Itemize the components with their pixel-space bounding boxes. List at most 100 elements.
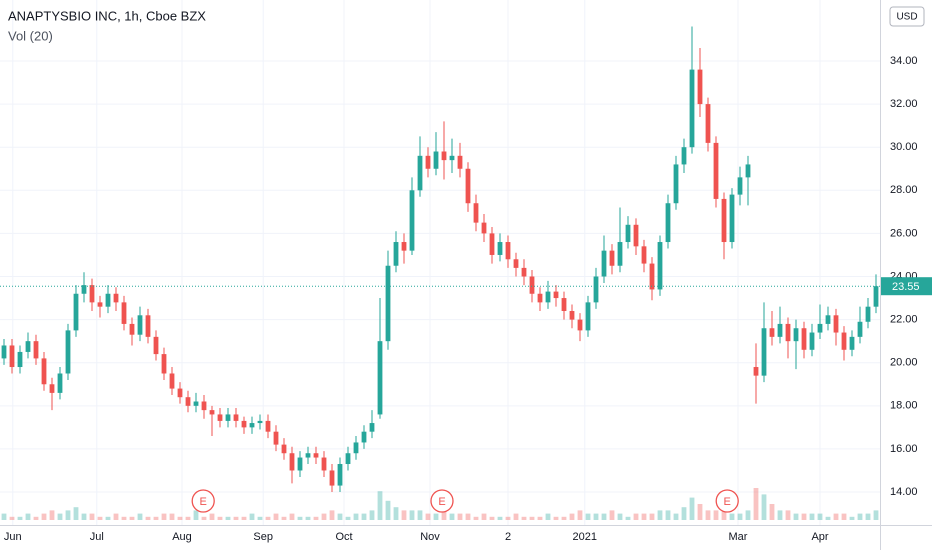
candle-body (129, 323, 135, 335)
candle-body (521, 267, 527, 277)
candle-body (417, 155, 423, 191)
candle-body (753, 367, 759, 376)
volume-bar (73, 507, 79, 520)
candle-body (441, 151, 447, 161)
volume-bar (873, 510, 879, 520)
candle-body (673, 164, 679, 204)
candle-body (25, 341, 31, 352)
volume-bar (753, 488, 759, 520)
volume-bar (305, 516, 311, 520)
volume-bar (697, 504, 703, 520)
candle-body (161, 354, 167, 374)
volume-bar (497, 516, 503, 520)
volume-bar (729, 513, 735, 520)
volume-bar (449, 513, 455, 520)
candle-body (481, 222, 487, 234)
volume-bar (569, 513, 575, 520)
candle-body (345, 453, 351, 465)
candle-body (49, 384, 55, 393)
volume-bar (177, 516, 183, 520)
volume-bar (361, 513, 367, 520)
candle-body (425, 155, 431, 169)
candle-body (609, 250, 615, 266)
volume-bar (273, 513, 279, 520)
y-tick-label: 18.00 (890, 400, 918, 412)
earnings-marker (191, 489, 215, 513)
candle-body (257, 420, 263, 424)
candle-body (649, 263, 655, 290)
candle-body (97, 302, 103, 307)
candle-body (793, 328, 799, 342)
volume-bar (865, 513, 871, 520)
candle-body (33, 341, 39, 359)
x-tick-label: Oct (335, 531, 352, 543)
volume-bar (385, 500, 391, 520)
candle-body (41, 358, 47, 385)
volume-bar (809, 513, 815, 520)
earnings-label: E (724, 496, 731, 508)
candle-body (721, 198, 727, 243)
candle-body (177, 388, 183, 398)
candle-body (537, 293, 543, 303)
volume-bar (353, 513, 359, 520)
volume-bar (441, 507, 447, 520)
volume-bar (617, 513, 623, 520)
volume-bar (737, 513, 743, 520)
candle-body (305, 453, 311, 458)
candle-body (73, 293, 79, 331)
volume-bar (89, 513, 95, 520)
candle-body (745, 164, 751, 178)
candle-body (705, 104, 711, 143)
candle-body (1, 345, 7, 359)
volume-bar (393, 507, 399, 520)
candle-body (737, 177, 743, 195)
y-tick-label: 20.00 (890, 357, 918, 369)
candle-body (297, 457, 303, 471)
indicator-label: Vol (20) (8, 28, 53, 43)
currency-label[interactable]: USD (896, 12, 917, 23)
volume-bar (841, 513, 847, 520)
candle-body (585, 302, 591, 331)
candle-body (825, 315, 831, 324)
volume-bar (769, 504, 775, 520)
volume-bar (473, 516, 479, 520)
candle-body (561, 298, 567, 311)
candle-body (169, 373, 175, 389)
last-price-label: 23.55 (892, 281, 920, 293)
volume-bar (169, 513, 175, 520)
candle-body (841, 332, 847, 350)
candle-body (497, 242, 503, 255)
volume-bar (153, 516, 159, 520)
candle-body (873, 286, 879, 307)
volume-bar (81, 513, 87, 520)
volume-bar (113, 513, 119, 520)
volume-bar (401, 510, 407, 520)
volume-bar (137, 513, 143, 520)
volume-bar (233, 516, 239, 520)
volume-bar (681, 507, 687, 520)
volume-bar (289, 513, 295, 520)
volume-bar (857, 513, 863, 520)
candle-body (489, 233, 495, 255)
candle-body (697, 69, 703, 105)
volume-bar (409, 510, 415, 520)
plot (1, 26, 879, 493)
volume-bar (561, 516, 567, 520)
currency-box[interactable] (889, 6, 925, 27)
candle-body (9, 345, 15, 368)
candle-body (377, 341, 383, 415)
volume-bar (673, 513, 679, 520)
candle-body (457, 155, 463, 169)
candle-body (353, 442, 359, 454)
volume-bar (257, 516, 263, 520)
candle-body (865, 306, 871, 322)
volume-bar (209, 513, 215, 520)
candle-body (601, 250, 607, 277)
candle-body (329, 470, 335, 486)
volume-bar (193, 510, 199, 520)
x-tick-label: Apr (811, 531, 828, 543)
volume-bar (201, 516, 207, 520)
volume-bar (249, 513, 255, 520)
candle-body (513, 259, 519, 268)
